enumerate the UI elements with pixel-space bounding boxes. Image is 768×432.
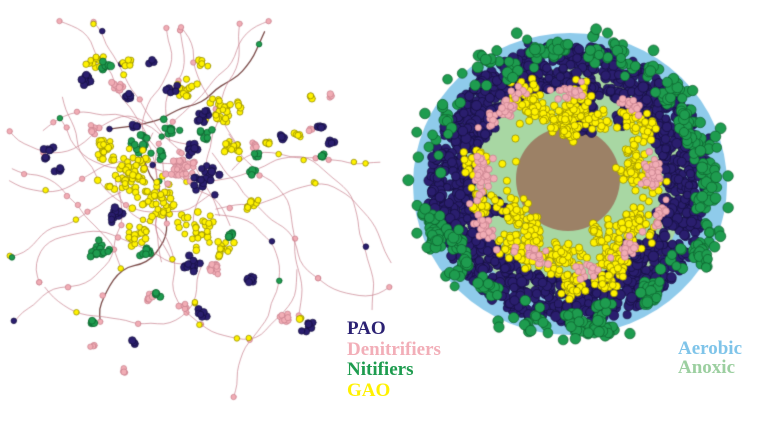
legend-item-aerobic: Aerobic <box>678 338 743 359</box>
granule-diagram <box>400 0 768 432</box>
legend-species: PAO Denitrifiers Nitifiers GAO <box>347 318 441 401</box>
floc-diagram <box>0 0 400 432</box>
legend-item-nitrifiers: Nitifiers <box>347 359 414 380</box>
legend-item-pao: PAO <box>347 318 386 339</box>
legend-zones: Aerobic Anoxic <box>678 339 742 377</box>
legend-item-anoxic: Anoxic <box>678 357 735 378</box>
legend-item-denitrifiers: Denitrifiers <box>347 338 441 360</box>
legend-item-gao: GAO <box>347 379 391 401</box>
